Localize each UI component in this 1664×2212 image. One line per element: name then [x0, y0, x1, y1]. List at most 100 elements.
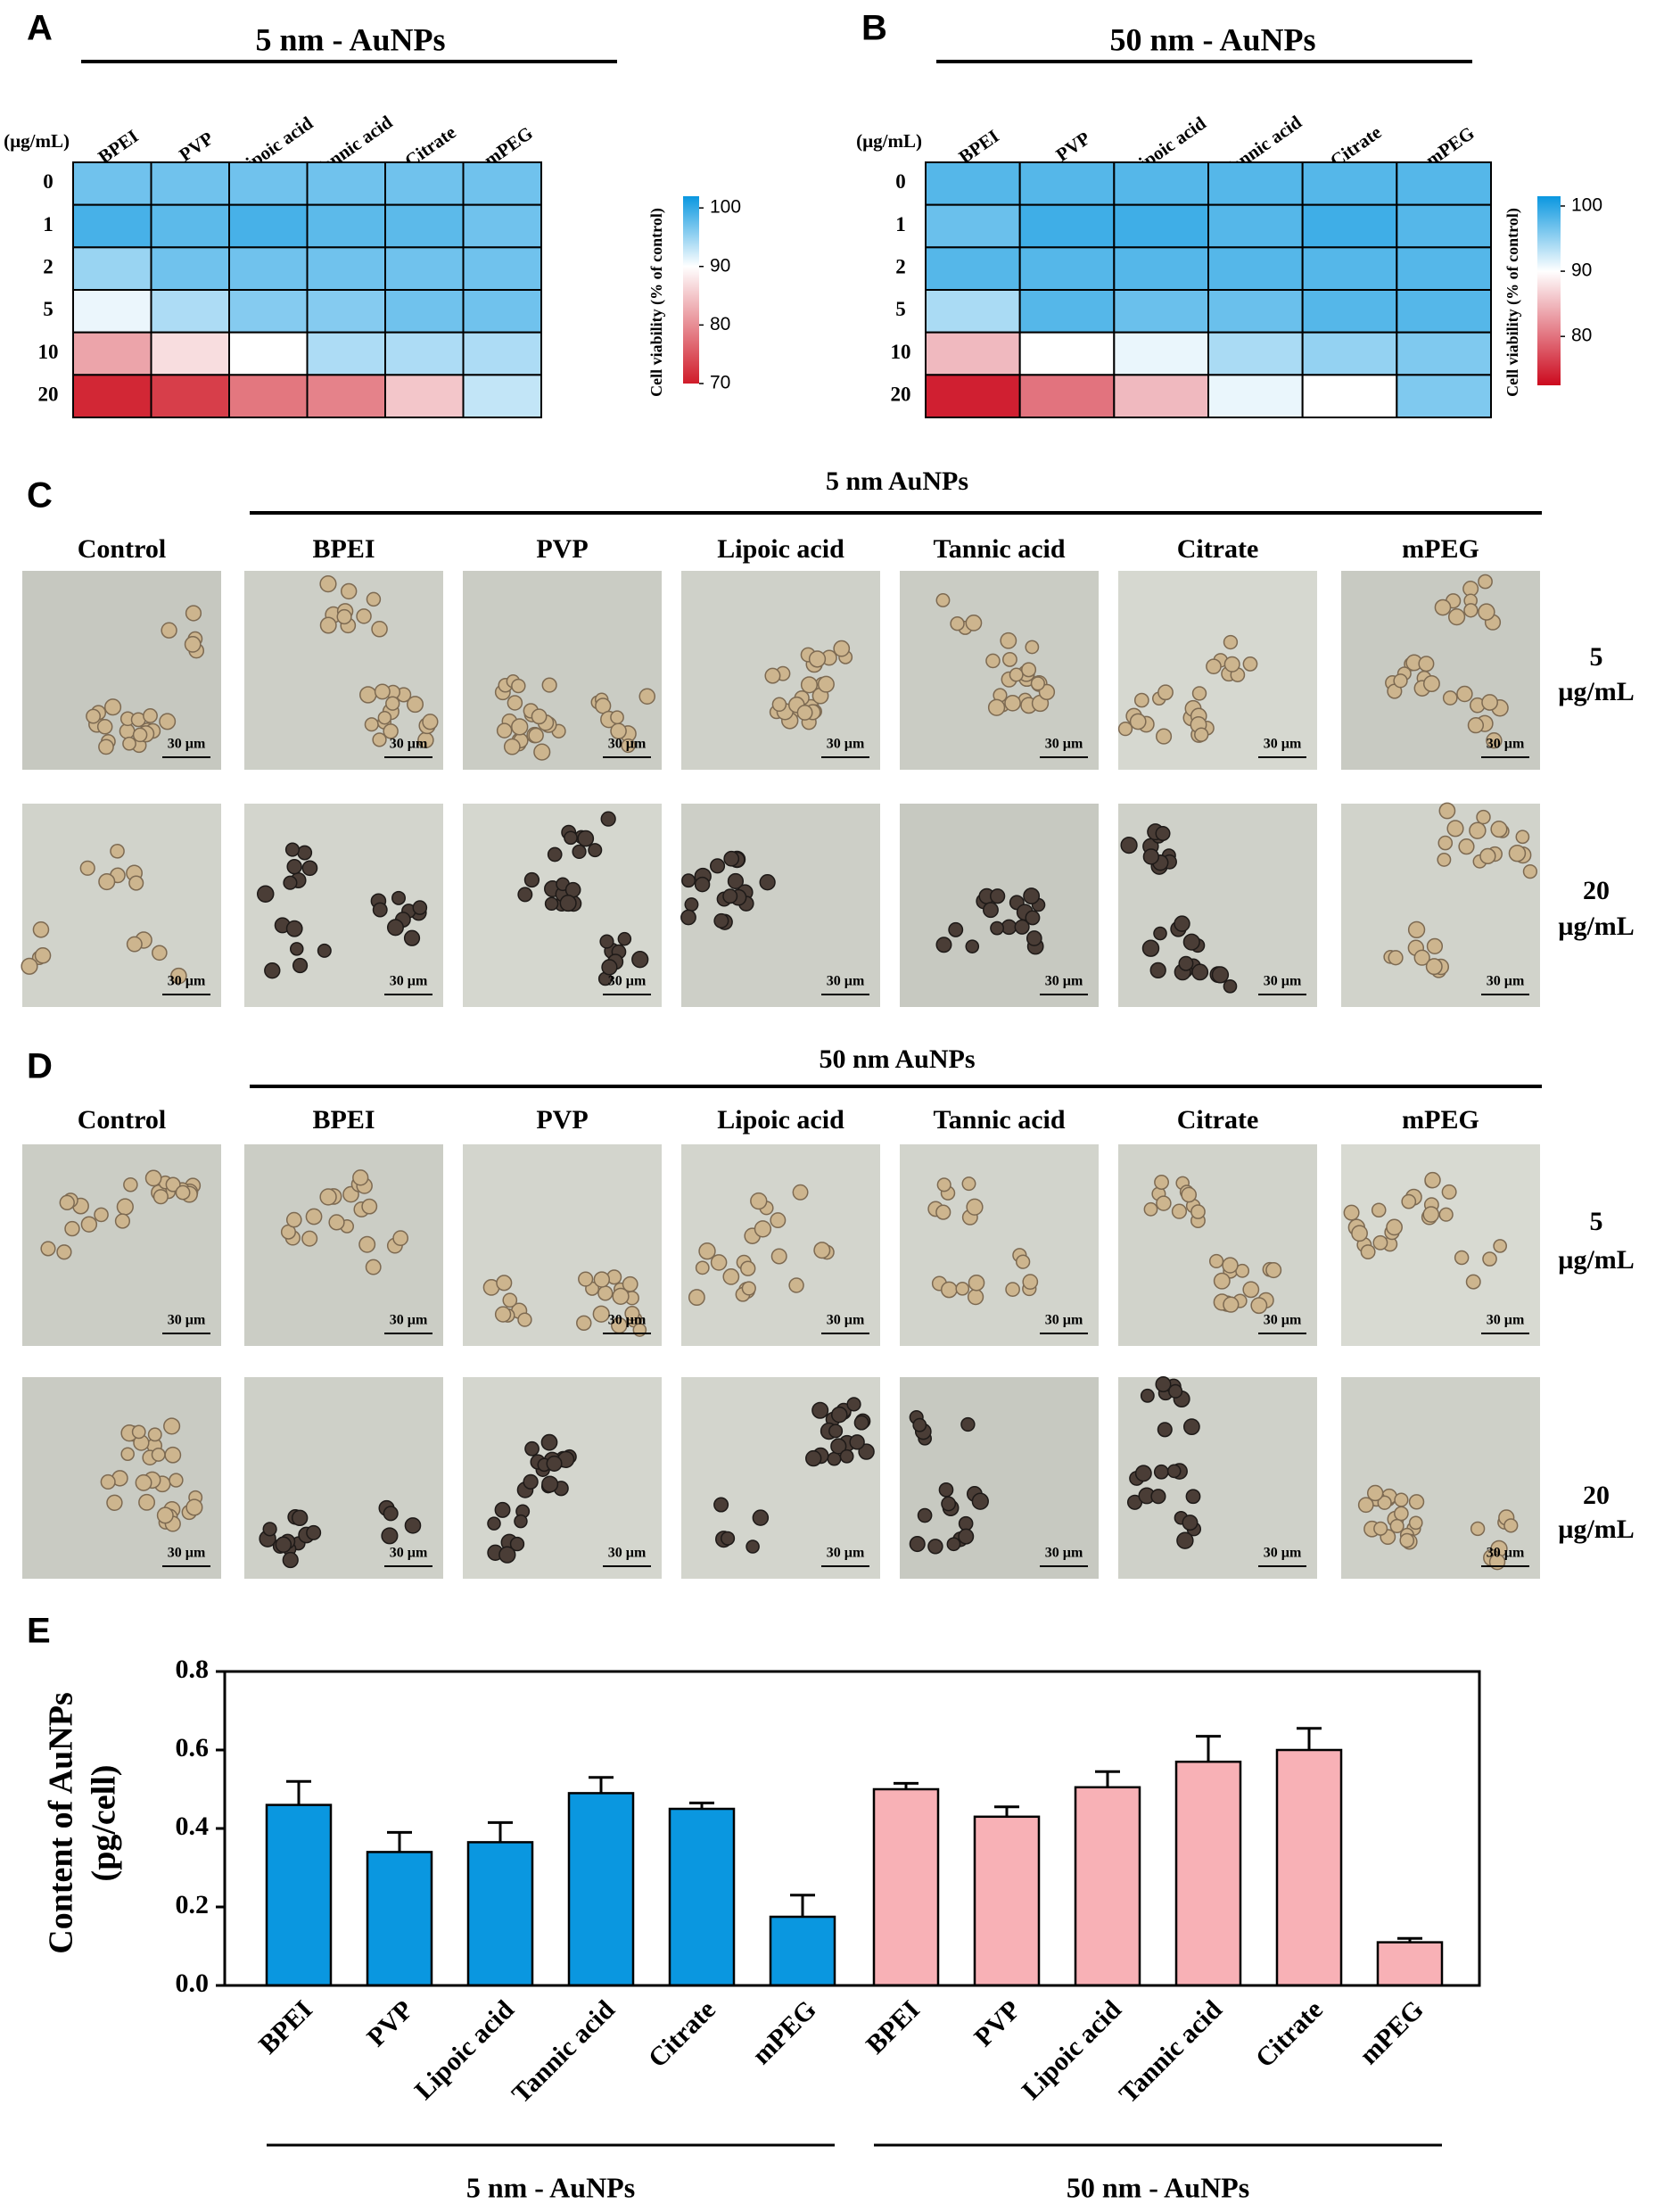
cell [120, 1447, 135, 1461]
cell [169, 1473, 184, 1488]
heatmap-cell [228, 374, 309, 419]
cell [96, 718, 113, 735]
cell [356, 608, 372, 624]
cell [138, 1493, 156, 1511]
cell [709, 858, 726, 874]
micrograph: 30 µm [244, 804, 443, 1007]
heatmap-cell [462, 246, 542, 292]
cell [788, 1277, 804, 1293]
heatmap-cell [150, 161, 230, 206]
cell [1482, 1251, 1497, 1267]
heatmap-cell [462, 331, 542, 376]
cell [1157, 1422, 1173, 1438]
cell [1426, 937, 1444, 954]
cell [631, 951, 649, 969]
cell [1413, 949, 1430, 966]
dose-unit: µg/mL [1558, 1245, 1635, 1275]
cell [1490, 821, 1508, 838]
cell [1434, 598, 1452, 616]
micrograph: 30 µm [1341, 1377, 1540, 1579]
scale-bar-label: 30 µm [1045, 1546, 1083, 1561]
cell [103, 698, 122, 716]
cell [1388, 950, 1404, 966]
scale-bar-label: 30 µm [827, 1313, 865, 1328]
micrograph-bg [900, 804, 1099, 1007]
cell [110, 843, 125, 859]
heatmap-cell [1113, 289, 1210, 334]
colorbar-tick-label: 90 [1571, 260, 1592, 281]
cell [79, 860, 95, 876]
heatmap-cell [384, 161, 465, 206]
heatmap-cell [1018, 203, 1116, 249]
cell [319, 1188, 337, 1206]
micrograph: 30 µm [1341, 571, 1540, 770]
cell [1447, 607, 1466, 626]
bar [769, 1915, 836, 1987]
row-label: 10 [891, 341, 911, 363]
cell [965, 939, 980, 953]
cell [1004, 694, 1021, 712]
group-label: 5 nm - AuNPs [466, 2171, 635, 2203]
colorbar-tick-label: 80 [710, 314, 730, 334]
cell [941, 1496, 957, 1512]
cell [509, 1536, 525, 1552]
dose-unit: µg/mL [1558, 1515, 1635, 1544]
row-label: 5 [43, 298, 54, 320]
panel-label: D [27, 1047, 53, 1086]
cell [610, 710, 624, 725]
cell [289, 942, 304, 956]
cell [1021, 662, 1037, 678]
heatmap-cell [1207, 374, 1304, 419]
heatmap-cell [925, 203, 1021, 249]
cell [936, 1177, 951, 1193]
heatmap-cell [1207, 246, 1304, 292]
heatmap-title: 50 nm - AuNPs [1109, 21, 1315, 57]
colorbar-label: Cell viability (% of control) [647, 208, 666, 397]
cell [839, 1449, 854, 1464]
cell [1418, 656, 1435, 673]
cell [1005, 1282, 1020, 1297]
heatmap-cell [306, 203, 386, 249]
heatmap-cell [925, 374, 1021, 419]
cell [184, 636, 202, 653]
panel-label: E [27, 1612, 51, 1651]
cell [86, 708, 101, 724]
cell [1377, 1495, 1392, 1510]
y-unit: (µg/mL) [856, 130, 922, 152]
cell [496, 722, 513, 739]
heatmap-cell [384, 246, 465, 292]
heatmap-cell [1301, 161, 1398, 206]
cell [694, 876, 711, 893]
cell [1142, 848, 1159, 865]
heatmap-cell [1113, 161, 1210, 206]
cell [1155, 1376, 1172, 1392]
scale-bar-label: 30 µm [168, 974, 206, 989]
cell [143, 708, 158, 723]
cell [1422, 675, 1440, 693]
column-label: Control [78, 534, 166, 564]
dose-label: 5 [1590, 1207, 1603, 1236]
heatmap-cell [228, 331, 309, 376]
heatmap-cell [150, 374, 230, 419]
cell [1424, 1171, 1441, 1189]
cell [1373, 1521, 1388, 1536]
y-unit: (µg/mL) [4, 130, 70, 152]
heatmap-cell [306, 161, 386, 206]
cell [808, 650, 827, 668]
bar [265, 1803, 333, 1987]
micrograph-bg [1118, 1144, 1317, 1346]
scale-bar-label: 30 µm [1487, 1313, 1525, 1328]
cell [523, 1473, 539, 1490]
cell [116, 1198, 134, 1216]
cell [1150, 1489, 1166, 1505]
heatmap-cell [72, 374, 152, 419]
cell [372, 732, 387, 747]
row-label: 1 [895, 213, 906, 235]
scale-bar-label: 30 µm [1045, 737, 1083, 752]
cell [1140, 1388, 1155, 1403]
cell [985, 653, 1001, 669]
heatmap-cell [72, 289, 152, 334]
heatmap-cell [150, 246, 230, 292]
cell [1153, 926, 1167, 941]
heatmap-cell [1207, 203, 1304, 249]
